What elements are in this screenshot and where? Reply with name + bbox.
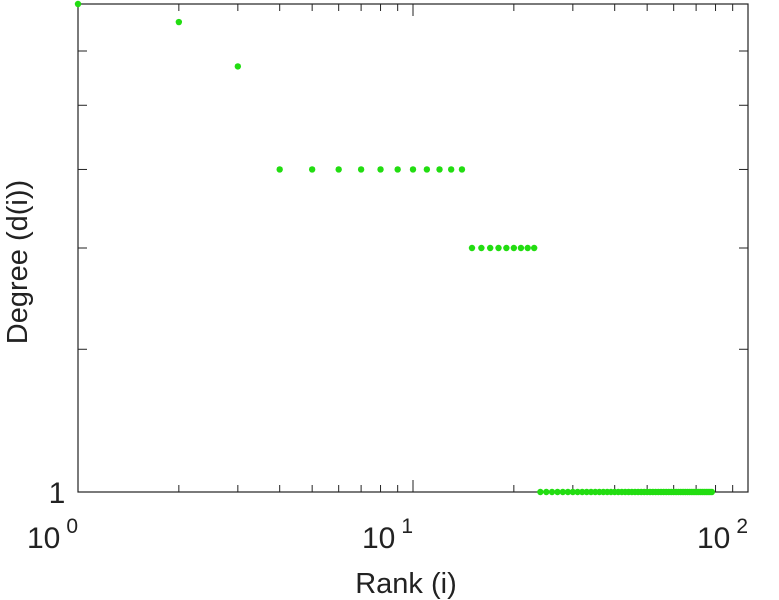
data-point	[487, 244, 494, 252]
data-point	[548, 488, 556, 496]
data-point	[447, 166, 455, 173]
data-point	[377, 166, 384, 173]
data-point	[175, 18, 183, 26]
data-point	[234, 63, 242, 70]
y-tick-label-1: 1	[49, 477, 66, 510]
data-point	[708, 488, 716, 496]
data-point	[503, 244, 510, 252]
x-tick-label-0: 10 0	[27, 515, 78, 555]
data-point	[579, 488, 586, 496]
data-point	[537, 488, 544, 496]
data-point	[569, 488, 577, 496]
data-point	[478, 244, 485, 252]
axis-ticks	[78, 4, 748, 492]
data-point	[409, 166, 417, 173]
data-point	[554, 488, 561, 496]
data-point	[74, 0, 82, 8]
data-point	[468, 244, 476, 252]
data-point	[495, 244, 502, 252]
data-point	[394, 166, 401, 173]
plot-frame	[77, 3, 749, 493]
data-point	[276, 166, 283, 173]
data-point	[458, 166, 466, 173]
data-point	[510, 244, 518, 252]
data-points	[74, 0, 716, 496]
x-tick-label-1: 10 1	[362, 515, 413, 555]
data-point	[335, 166, 342, 173]
x-tick-label-2: 10 2	[697, 515, 748, 555]
data-point	[524, 244, 531, 252]
data-point	[308, 166, 316, 173]
data-point	[357, 166, 365, 173]
data-point	[543, 488, 550, 496]
x-tick-labels: 10 0 10 1 10 2	[27, 515, 748, 555]
data-point	[574, 488, 581, 496]
data-point	[436, 166, 443, 173]
data-point	[559, 488, 566, 496]
data-point	[564, 488, 572, 496]
data-point	[423, 166, 431, 173]
data-point	[530, 244, 538, 252]
y-axis-label: Degree (d(i))	[2, 180, 34, 344]
x-axis-label: Rank (i)	[355, 568, 457, 600]
data-point	[517, 244, 525, 252]
